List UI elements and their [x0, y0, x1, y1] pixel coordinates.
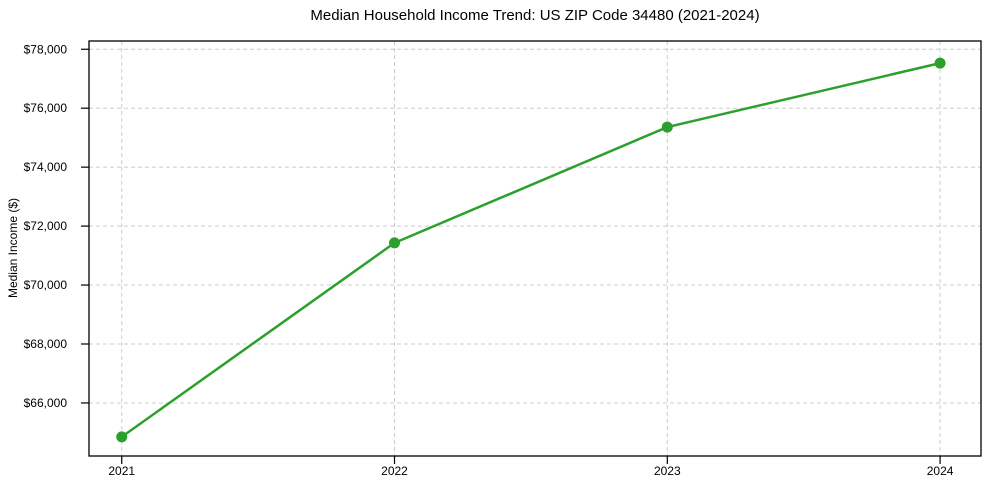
data-point-2022 [389, 237, 401, 249]
y-tick-label: $74,000 [24, 160, 68, 174]
chart-title: Median Household Income Trend: US ZIP Co… [310, 7, 760, 24]
x-tick-label: 2021 [108, 464, 135, 478]
plot-frame [88, 40, 982, 457]
data-point-2021 [116, 431, 128, 443]
y-tick-label: $66,000 [24, 396, 68, 410]
data-point-2024 [934, 57, 946, 69]
y-tick-label: $72,000 [24, 219, 68, 233]
data-point-2023 [661, 121, 673, 133]
x-tick-label: 2023 [654, 464, 681, 478]
y-tick-label: $70,000 [24, 278, 68, 292]
y-tick-label: $78,000 [24, 42, 68, 56]
x-tick-label: 2024 [927, 464, 954, 478]
trend-line [120, 61, 942, 439]
y-tick-label: $68,000 [24, 337, 68, 351]
x-tick-label: 2022 [381, 464, 408, 478]
y-tick-label: $76,000 [24, 101, 68, 115]
